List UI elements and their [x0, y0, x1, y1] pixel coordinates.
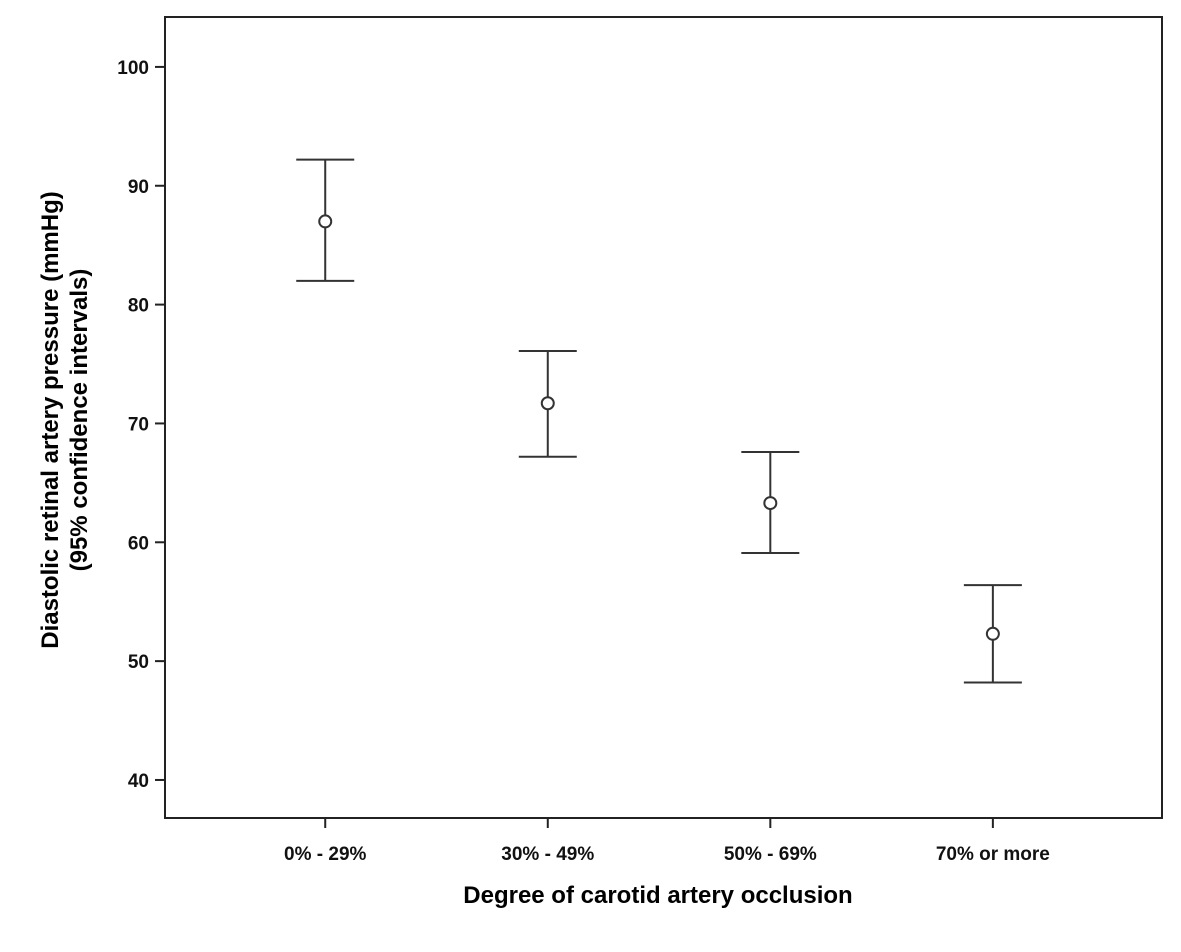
x-tick-label: 0% - 29% — [284, 844, 366, 865]
y-tick-label: 70 — [128, 414, 149, 435]
mean-point — [318, 214, 333, 229]
y-tick-label: 60 — [128, 533, 149, 554]
y-axis: 40 50 60 70 80 90 100 — [117, 58, 165, 792]
error-bars — [296, 158, 1022, 684]
x-tick-label: 70% or more — [936, 844, 1050, 865]
y-tick-label: 80 — [128, 296, 149, 317]
x-axis: 0% - 29% 30% - 49% 50% - 69% 70% or more — [284, 818, 1050, 865]
mean-point — [540, 396, 555, 411]
y-tick-label: 50 — [128, 652, 149, 673]
x-axis-title: Degree of carotid artery occlusion — [463, 882, 852, 909]
y-axis-title-line1: Diastolic retinal artery pressure (mmHg) — [37, 191, 64, 649]
x-tick-label: 50% - 69% — [724, 844, 817, 865]
mean-point — [985, 626, 1000, 641]
y-axis-title-line2: (95% confidence intervals) — [66, 269, 93, 572]
x-tick-label: 30% - 49% — [501, 844, 594, 865]
y-tick-label: 100 — [117, 58, 149, 79]
plot-area-frame — [164, 16, 1163, 819]
y-axis-title-group: Diastolic retinal artery pressure (mmHg)… — [37, 191, 93, 649]
mean-point — [763, 496, 778, 511]
y-tick-label: 90 — [128, 177, 149, 198]
y-tick-label: 40 — [128, 771, 149, 792]
